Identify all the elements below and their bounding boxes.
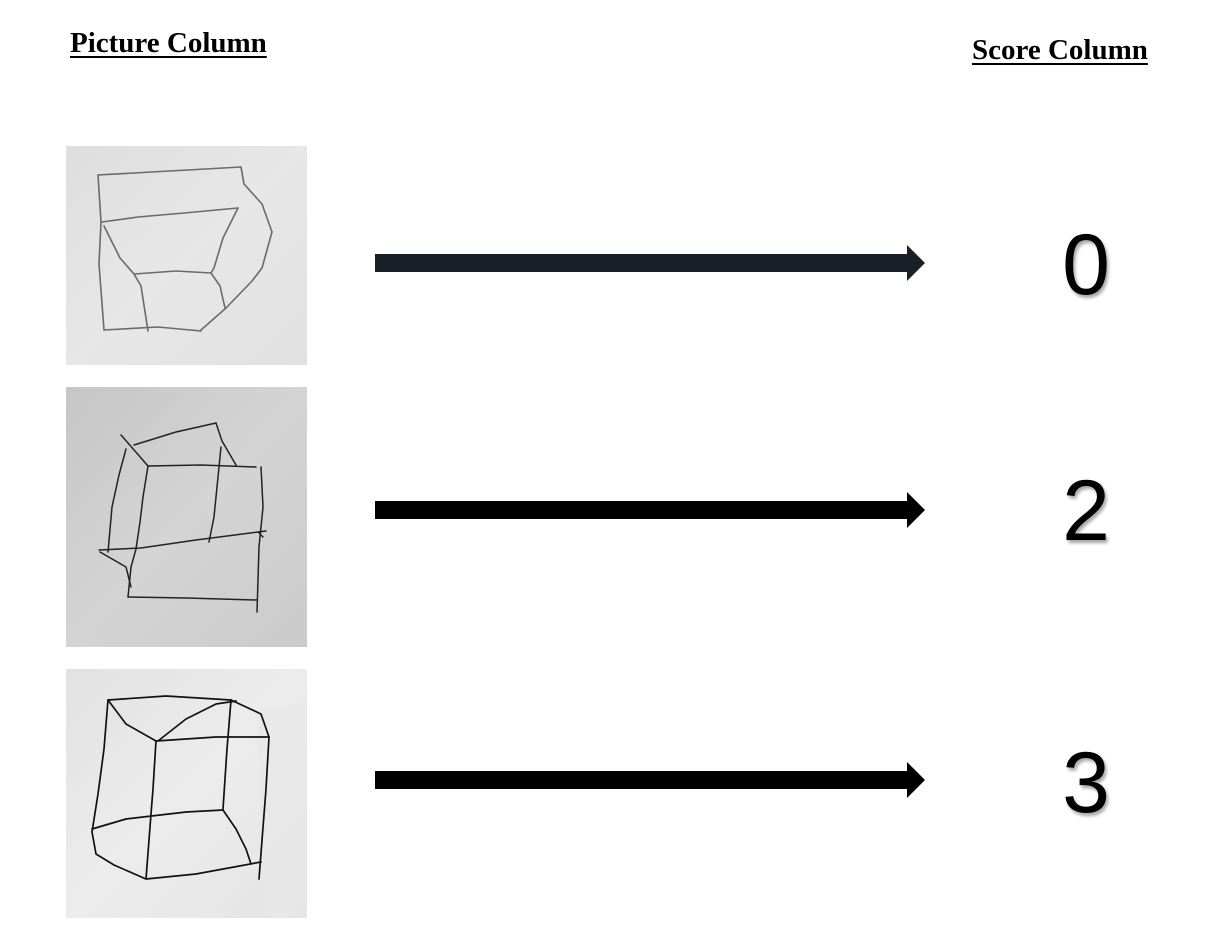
picture-column-header: Picture Column	[70, 27, 267, 59]
right-arrow-icon	[375, 762, 925, 798]
right-arrow-icon	[375, 245, 925, 281]
score-column-header: Score Column	[972, 34, 1148, 66]
cube-sketch-photo-2	[66, 387, 307, 647]
score-value: 3	[1062, 735, 1110, 831]
cube-sketch-photo-1	[66, 146, 307, 365]
score-value: 0	[1062, 217, 1110, 313]
cube-sketch-2	[66, 387, 307, 647]
score-value: 2	[1062, 463, 1110, 559]
right-arrow-icon	[375, 492, 925, 528]
cube-sketch-3	[66, 669, 307, 918]
cube-sketch-1	[66, 146, 307, 365]
cube-sketch-photo-3	[66, 669, 307, 918]
